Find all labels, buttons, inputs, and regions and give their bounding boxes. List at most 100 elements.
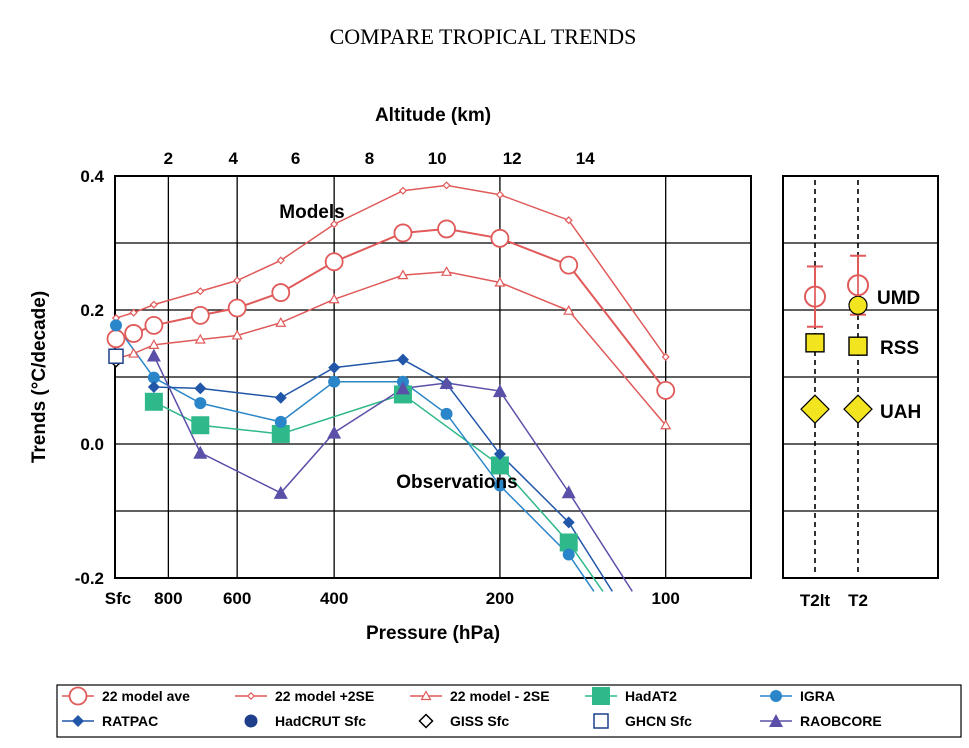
legend-label: GISS Sfc bbox=[450, 713, 509, 729]
data-point-igra bbox=[110, 319, 122, 332]
column-label-t2: T2 bbox=[848, 591, 868, 610]
data-point-igra bbox=[328, 375, 341, 388]
data-point-22-model-2se bbox=[128, 347, 140, 358]
satellite-point-uah-t2 bbox=[843, 394, 873, 425]
data-point-22-model-2se bbox=[564, 216, 573, 225]
legend-label: IGRA bbox=[800, 688, 835, 704]
legend-label: RAOBCORE bbox=[800, 713, 882, 729]
data-point-22-model-2se bbox=[148, 339, 160, 349]
data-point-igra bbox=[274, 415, 287, 428]
x-axis-title: Pressure (hPa) bbox=[366, 623, 500, 644]
satellite-label-rss: RSS bbox=[880, 338, 919, 359]
data-point-ratpac bbox=[493, 448, 506, 461]
surface-tick-label: Sfc bbox=[105, 589, 131, 608]
legend-item-22-model-2se: 22 model +2SE bbox=[235, 688, 374, 704]
altitude-tick-label: 14 bbox=[576, 149, 595, 168]
data-point-22-model-2se bbox=[495, 190, 504, 199]
legend-marker bbox=[592, 687, 610, 705]
legend-label: 22 model - 2SE bbox=[450, 688, 550, 704]
legend-label: RATPAC bbox=[102, 713, 158, 729]
y-axis-title: Trends (°C/decade) bbox=[29, 291, 50, 463]
legend-marker bbox=[68, 686, 88, 706]
data-point-ghcn-sfc bbox=[108, 348, 124, 364]
x-tick-labels: 800 600 400 200 100 bbox=[154, 589, 680, 608]
series-line-hadat2 bbox=[153, 393, 604, 592]
data-point-22-model-ave bbox=[144, 316, 164, 335]
data-point-raobcore bbox=[492, 384, 507, 398]
legend-item-22-model-2se: 22 model - 2SE bbox=[410, 688, 550, 704]
data-point-raobcore bbox=[439, 376, 454, 390]
legend-item-22-model-ave: 22 model ave bbox=[62, 686, 190, 706]
x-tick-label: 400 bbox=[320, 589, 348, 608]
legend-item-ratpac: RATPAC bbox=[62, 713, 158, 729]
data-point-22-model-2se bbox=[196, 287, 205, 296]
altitude-tick-label: 2 bbox=[164, 149, 173, 168]
data-point-22-model-ave bbox=[106, 329, 126, 349]
data-point-hadat2 bbox=[144, 392, 163, 411]
altitude-tick-label: 10 bbox=[428, 149, 447, 168]
data-point-22-model-2se bbox=[129, 308, 138, 317]
data-point-ratpac bbox=[396, 353, 409, 366]
models-annotation: Models bbox=[279, 202, 344, 223]
altitude-tick-label: 12 bbox=[503, 149, 522, 168]
y-tick-label: 0.4 bbox=[80, 167, 104, 186]
data-point-raobcore bbox=[561, 485, 576, 499]
series-line-ratpac bbox=[153, 358, 613, 592]
data-point-raobcore bbox=[395, 381, 410, 395]
y-tick-label: -0.2 bbox=[75, 569, 104, 588]
data-point-22-model-ave bbox=[437, 219, 456, 239]
altitude-tick-label: 8 bbox=[365, 149, 374, 168]
legend-item-hadat2: HadAT2 bbox=[585, 687, 677, 705]
satellite-point-umd-t2 bbox=[848, 295, 868, 315]
data-point-ratpac bbox=[274, 391, 287, 404]
legend-item-giss-sfc: GISS Sfc bbox=[418, 713, 509, 729]
top-axis-title: Altitude (km) bbox=[375, 105, 491, 126]
x-tick-label: 100 bbox=[652, 589, 680, 608]
data-point-22-model-ave bbox=[393, 223, 413, 243]
altitude-tick-labels: 2 4 6 8 10 12 14 bbox=[164, 149, 596, 168]
satellite-point-rss-t2lt bbox=[805, 333, 825, 353]
data-point-22-model-ave bbox=[490, 228, 510, 248]
data-point-22-model-2se bbox=[233, 276, 242, 285]
legend-frame bbox=[56, 684, 962, 738]
x-tick-label: 200 bbox=[486, 589, 514, 608]
x-tick-label: 600 bbox=[223, 589, 251, 608]
legend-item-hadcrut-sfc: HadCRUT Sfc bbox=[244, 713, 366, 729]
data-point-22-model-2se bbox=[441, 266, 453, 276]
legend-marker bbox=[420, 690, 432, 701]
page-title: COMPARE TROPICAL TRENDS bbox=[330, 24, 637, 49]
x-tick-label: 800 bbox=[154, 589, 182, 608]
legend-marker bbox=[770, 690, 782, 702]
data-point-22-model-ave bbox=[656, 380, 676, 400]
data-point-hadat2 bbox=[559, 533, 578, 552]
data-point-igra bbox=[562, 548, 575, 561]
data-point-igra bbox=[493, 479, 506, 492]
data-point-raobcore bbox=[327, 425, 342, 439]
data-point-ratpac bbox=[562, 516, 575, 529]
legend-label: HadCRUT Sfc bbox=[275, 713, 366, 729]
data-point-22-model-2se bbox=[397, 269, 409, 280]
grid bbox=[115, 175, 751, 579]
data-point-hadat2 bbox=[191, 416, 210, 435]
series-line-22-model-2se bbox=[115, 184, 667, 358]
legend-item-ghcn-sfc: GHCN Sfc bbox=[593, 713, 692, 729]
data-point-22-model-2se bbox=[398, 186, 407, 195]
data-point-raobcore bbox=[273, 485, 288, 499]
satellite-label-umd: UMD bbox=[877, 288, 920, 309]
data-point-22-model-2se bbox=[661, 352, 670, 361]
data-point-ratpac bbox=[147, 381, 160, 394]
data-point-22-model-2se bbox=[563, 304, 575, 315]
satellite-marks bbox=[800, 254, 873, 425]
data-point-22-model-ave bbox=[190, 305, 210, 325]
main-plot: 0.4 0.2 0.0 -0.2 800 600 400 200 100 2 4 6 8 10 12 14… bbox=[29, 105, 752, 644]
model-ave-t2lt bbox=[804, 285, 826, 308]
legend-label: GHCN Sfc bbox=[625, 713, 692, 729]
series-markers bbox=[106, 181, 676, 561]
data-point-22-model-2se bbox=[194, 333, 206, 344]
y-tick-labels: 0.4 0.2 0.0 -0.2 bbox=[75, 167, 105, 588]
satellite-panel: UMD RSS UAH T2lt T2 bbox=[782, 175, 939, 610]
data-point-igra bbox=[440, 407, 453, 420]
legend-label: 22 model ave bbox=[102, 688, 190, 704]
legend-item-igra: IGRA bbox=[760, 688, 835, 704]
